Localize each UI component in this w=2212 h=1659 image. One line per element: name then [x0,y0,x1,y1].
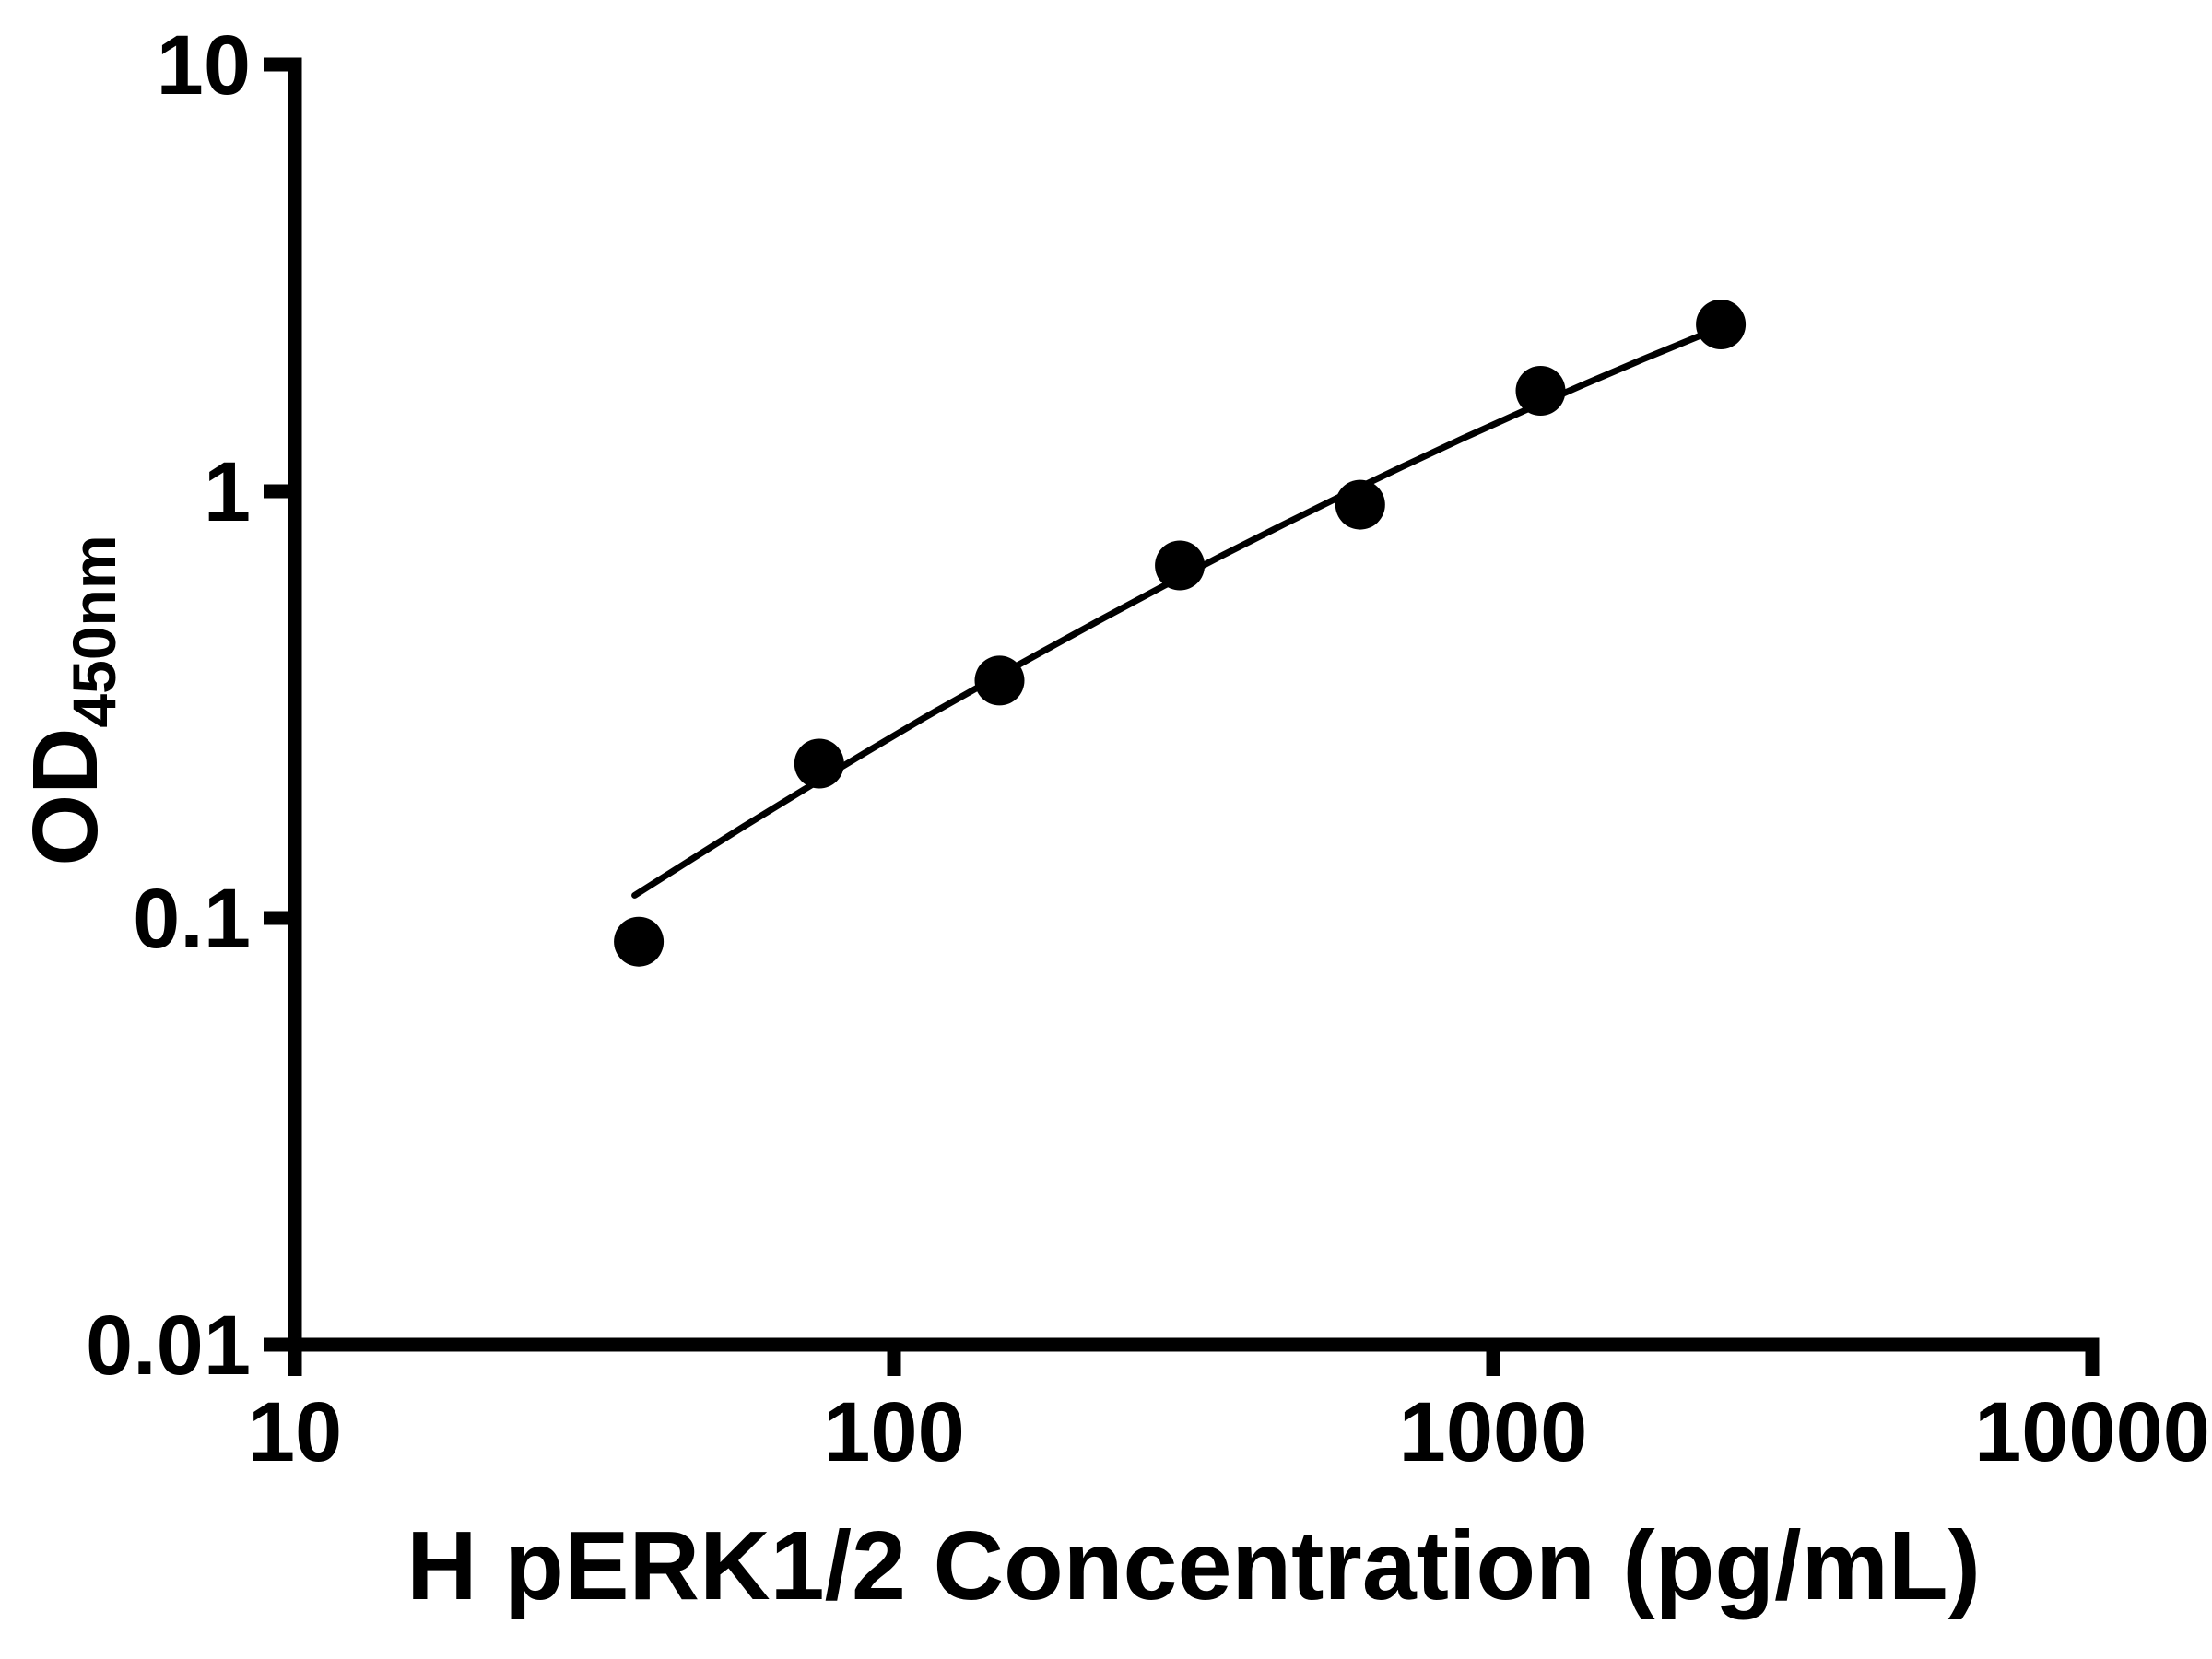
y-axis-label: OD450nm [14,535,128,865]
x-axis-label: H pERK1/2 Concentration (pg/mL) [406,1512,1981,1620]
data-points [614,300,1747,967]
y-tick-label: 0.01 [86,1299,251,1393]
data-point-marker [1515,366,1566,416]
data-point-marker [794,738,844,789]
data-point-marker [614,916,665,967]
x-tick-label: 10000 [1974,1385,2210,1479]
y-axis-label-subscript: 450nm [60,535,128,727]
axis-tick-labels: 10 100 1000 10000 10 1 0.1 0.01 [86,18,2210,1479]
fit-curve [631,321,1730,899]
x-tick-label: 10 [248,1385,342,1479]
data-point-marker [1155,540,1206,591]
y-tick-label: 0.1 [133,872,251,966]
axis-ticks [264,57,2100,1376]
y-tick-label: 10 [157,18,251,112]
x-tick-label: 1000 [1399,1385,1588,1479]
axis-lines [288,57,2100,1352]
y-tick-label: 1 [204,445,251,539]
x-tick-label: 100 [823,1385,965,1479]
y-axis-label-main: OD [14,728,117,866]
data-point-marker [1335,479,1385,530]
data-point-marker [974,655,1025,706]
data-point-marker [1696,300,1747,349]
